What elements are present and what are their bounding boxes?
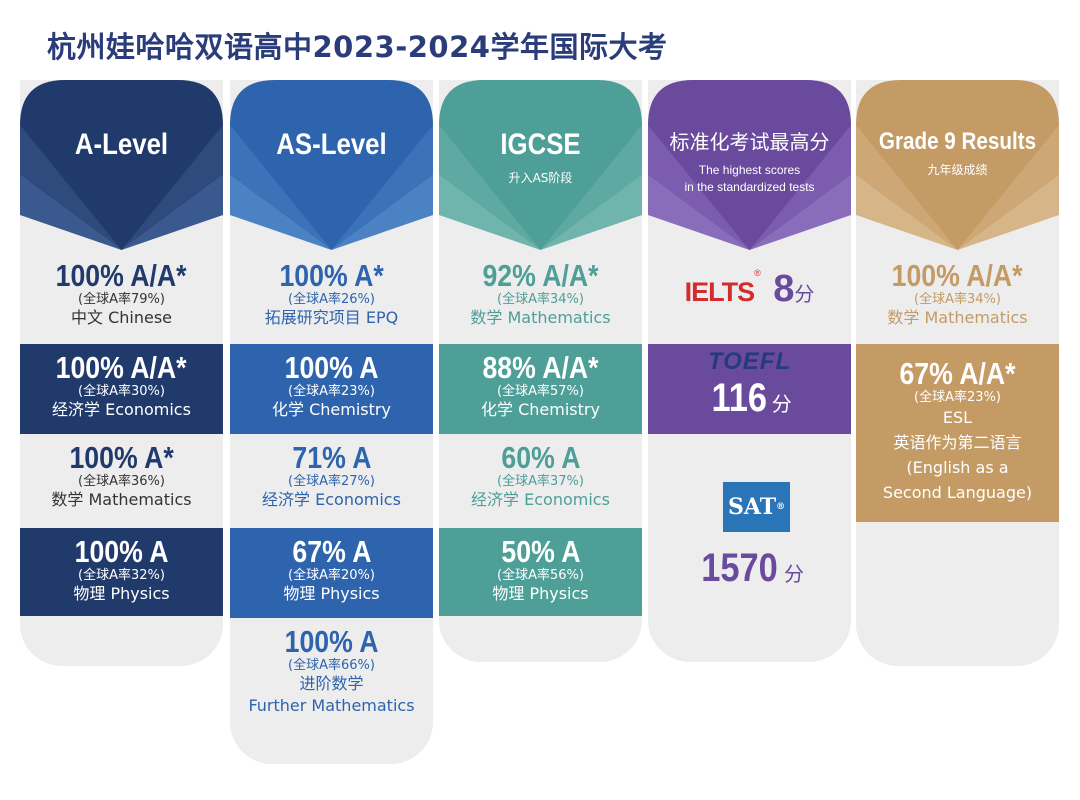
score: 100% A/A* xyxy=(56,350,187,385)
grade9-banner: Grade 9 Results 九年级成绩 xyxy=(856,80,1059,250)
as-level-row-1: 100% A* (全球A率26%) 拓展研究项目 EPQ xyxy=(230,260,433,340)
score: 67% A/A* xyxy=(899,356,1016,391)
score: 60% A xyxy=(500,440,581,475)
grade9-heading: Grade 9 Results xyxy=(878,128,1037,155)
subject-english: Further Mathematics xyxy=(248,696,415,715)
igcse-subheading: 升入AS阶段 xyxy=(508,171,573,185)
subject: 经济学 Economics xyxy=(262,490,401,509)
score: 100% A xyxy=(74,534,169,569)
score: 50% A xyxy=(500,534,581,569)
as-level-row-2: 100% A (全球A率23%) 化学 Chemistry xyxy=(230,344,433,434)
sat-unit: 分 xyxy=(783,562,804,586)
standardized-banner: 标准化考试最高分 The highest scores in the stand… xyxy=(648,80,851,250)
standardized-sub-2: in the standardized tests xyxy=(684,180,815,194)
global-rate: (全球A率34%) xyxy=(497,292,584,307)
subject: 物理 Physics xyxy=(492,584,589,603)
score: 100% A/A* xyxy=(56,258,187,293)
subject: 拓展研究项目 EPQ xyxy=(264,308,399,327)
global-rate: (全球A率36%) xyxy=(78,474,165,489)
global-rate: (全球A率34%) xyxy=(914,292,1001,307)
score: 100% A* xyxy=(279,258,384,293)
subject: 经济学 Economics xyxy=(52,400,191,419)
subject: 数学 Mathematics xyxy=(51,490,192,509)
sat-score: 1570 xyxy=(701,546,778,590)
global-rate: (全球A率37%) xyxy=(497,474,584,489)
subject: ESL xyxy=(942,408,973,427)
subject-chinese: 英语作为第二语言 xyxy=(893,433,1022,452)
subject-english-2: Second Language) xyxy=(882,483,1033,502)
standardized-card: 标准化考试最高分 The highest scores in the stand… xyxy=(648,80,851,662)
grade9-row-2: 67% A/A* (全球A率23%) ESL 英语作为第二语言 (English… xyxy=(856,344,1059,522)
igcse-row-4: 50% A (全球A率56%) 物理 Physics xyxy=(439,528,642,616)
global-rate: (全球A率66%) xyxy=(288,658,375,673)
score: 100% A* xyxy=(69,440,174,475)
subject: 中文 Chinese xyxy=(70,308,172,327)
global-rate: (全球A率20%) xyxy=(288,568,375,583)
score: 88% A/A* xyxy=(482,350,599,385)
toefl-logo: TOEFL xyxy=(707,348,792,375)
global-rate: (全球A率56%) xyxy=(497,568,584,583)
subject: 化学 Chemistry xyxy=(481,400,600,419)
subject: 数学 Mathematics xyxy=(887,308,1028,327)
as-level-banner: AS-Level xyxy=(230,80,433,250)
standardized-sub-1: The highest scores xyxy=(698,163,801,177)
as-level-card: AS-Level 100% A* (全球A率26%) 拓展研究项目 EPQ 10… xyxy=(230,80,433,764)
grade9-row-1: 100% A/A* (全球A率34%) 数学 Mathematics xyxy=(856,260,1059,340)
global-rate: (全球A率27%) xyxy=(288,474,375,489)
standardized-heading: 标准化考试最高分 xyxy=(669,130,830,154)
toefl-unit: 分 xyxy=(771,392,792,416)
global-rate: (全球A率32%) xyxy=(78,568,165,583)
global-rate: (全球A率23%) xyxy=(288,384,375,399)
global-rate: (全球A率23%) xyxy=(914,390,1001,405)
igcse-row-1: 92% A/A* (全球A率34%) 数学 Mathematics xyxy=(439,260,642,340)
score: 100% A/A* xyxy=(892,258,1023,293)
a-level-row-1: 100% A/A* (全球A率79%) 中文 Chinese xyxy=(20,260,223,340)
toefl-score: 116 xyxy=(711,376,768,420)
score: 100% A xyxy=(284,624,379,659)
as-level-row-5: 100% A (全球A率66%) 进阶数学 Further Mathematic… xyxy=(230,626,433,736)
a-level-heading: A-Level xyxy=(74,128,169,161)
subject-english-1: (English as a xyxy=(906,458,1009,477)
sat-row: 1570 分 xyxy=(648,546,851,602)
subject: 数学 Mathematics xyxy=(470,308,611,327)
ielts-row: IELTS® 8分 xyxy=(684,268,815,310)
a-level-row-3: 100% A* (全球A率36%) 数学 Mathematics xyxy=(20,442,223,522)
a-level-row-2: 100% A/A* (全球A率30%) 经济学 Economics xyxy=(20,344,223,434)
as-level-row-4: 67% A (全球A率20%) 物理 Physics xyxy=(230,528,433,618)
igcse-banner: IGCSE 升入AS阶段 xyxy=(439,80,642,250)
ielts-score: 8 xyxy=(773,268,795,310)
subject: 经济学 Economics xyxy=(471,490,610,509)
grade9-card: Grade 9 Results 九年级成绩 100% A/A* (全球A率34%… xyxy=(856,80,1059,666)
subject: 物理 Physics xyxy=(73,584,170,603)
ielts-logo: IELTS xyxy=(684,277,756,307)
toefl-row: TOEFL 116 分 xyxy=(648,344,851,434)
score: 71% A xyxy=(291,440,372,475)
subject: 化学 Chemistry xyxy=(272,400,391,419)
igcse-row-2: 88% A/A* (全球A率57%) 化学 Chemistry xyxy=(439,344,642,434)
score: 92% A/A* xyxy=(482,258,599,293)
sat-logo: SAT® xyxy=(723,482,790,532)
score: 100% A xyxy=(284,350,379,385)
global-rate: (全球A率79%) xyxy=(78,292,165,307)
global-rate: (全球A率57%) xyxy=(497,384,584,399)
a-level-row-4: 100% A (全球A率32%) 物理 Physics xyxy=(20,528,223,616)
a-level-card: A-Level 100% A/A* (全球A率79%) 中文 Chinese 1… xyxy=(20,80,223,666)
as-level-row-3: 71% A (全球A率27%) 经济学 Economics xyxy=(230,442,433,522)
igcse-card: IGCSE 升入AS阶段 92% A/A* (全球A率34%) 数学 Mathe… xyxy=(439,80,642,662)
score: 67% A xyxy=(291,534,372,569)
sat-logo-text: SAT xyxy=(727,494,777,520)
igcse-heading: IGCSE xyxy=(500,128,581,161)
ielts-unit: 分 xyxy=(794,282,815,306)
igcse-row-3: 60% A (全球A率37%) 经济学 Economics xyxy=(439,442,642,522)
as-level-heading: AS-Level xyxy=(276,128,387,161)
global-rate: (全球A率26%) xyxy=(288,292,375,307)
subject: 进阶数学 xyxy=(299,674,364,693)
global-rate: (全球A率30%) xyxy=(78,384,165,399)
a-level-banner: A-Level xyxy=(20,80,223,250)
page-title: 杭州娃哈哈双语高中2023-2024学年国际大考 xyxy=(47,30,668,64)
grade9-subheading: 九年级成绩 xyxy=(927,163,988,177)
subject: 物理 Physics xyxy=(283,584,380,603)
